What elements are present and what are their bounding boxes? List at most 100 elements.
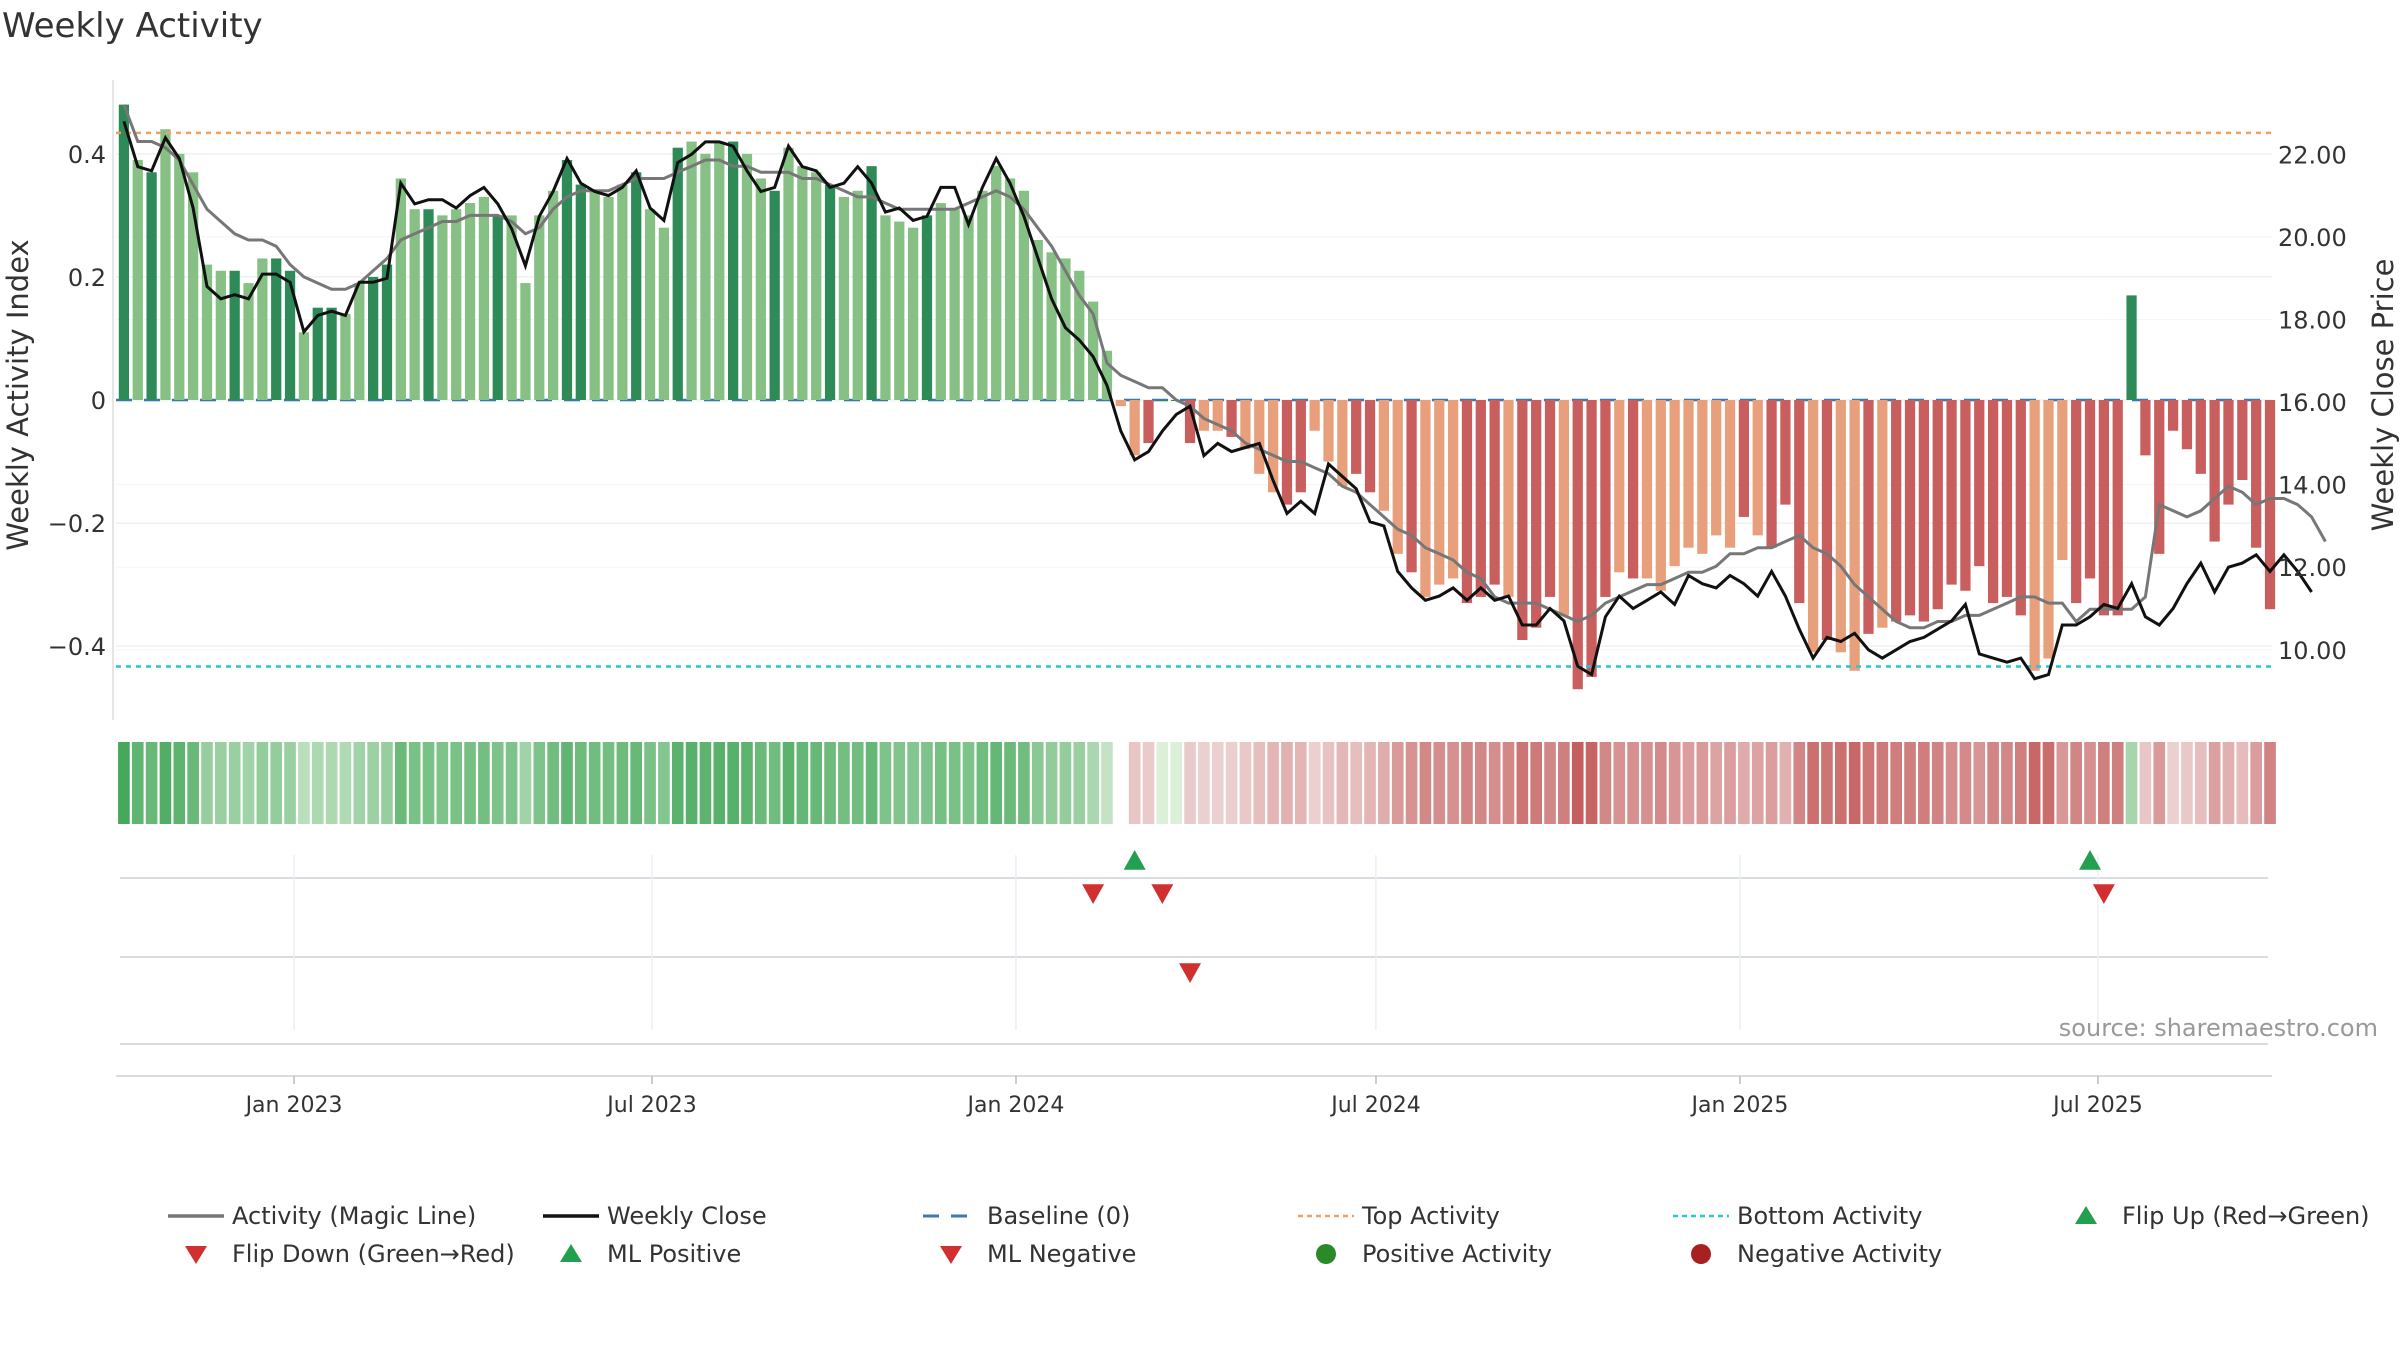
status-cell [575,742,587,824]
status-cell [1198,742,1210,824]
activity-bar [769,190,780,400]
activity-bar [686,141,697,401]
activity-bar [589,190,600,400]
activity-bar [1434,400,1445,585]
activity-bar [977,190,988,400]
activity-bar [658,227,670,400]
activity-bar [1406,400,1417,573]
status-cell [1807,742,1819,824]
status-cell [1945,742,1958,824]
status-cell [1142,742,1155,824]
activity-bar [575,184,586,400]
status-cell [2208,742,2221,824]
status-cell [1239,742,1252,824]
activity-bar [312,307,323,400]
activity-bar [783,147,794,400]
legend-item: Activity (Magic Line) [160,1198,476,1234]
legend-item: Negative Activity [1665,1236,1942,1272]
legend-symbol-dash [923,1214,979,1218]
status-cell [450,742,463,824]
activity-bar [492,215,503,400]
status-cell [1710,742,1723,824]
status-cell [990,742,1003,824]
status-cell [1378,742,1390,824]
activity-bar [1074,270,1085,400]
magic-line-series [122,104,2327,630]
activity-bar [1558,400,1570,616]
activity-bar [824,184,836,400]
y-tick-label: 0 [91,387,106,415]
status-cell [796,742,809,824]
status-cell [1931,742,1944,824]
activity-bar [1600,400,1611,597]
status-cell [464,742,476,824]
legend: Activity (Magic Line) Weekly Close Baselin… [160,1198,2400,1288]
flip-down-marker [1082,884,1105,904]
x-tick-label: Jan 2024 [966,1093,1065,1118]
status-cell [1682,742,1695,824]
status-cell [215,742,227,824]
legend-symbol-circle [1691,1244,1711,1264]
activity-bar [174,153,185,400]
activity-bar [617,184,628,400]
status-cell [408,742,421,824]
status-cell [367,742,379,824]
status-cell [1128,742,1141,824]
legend-item: Positive Activity [1290,1236,1552,1272]
status-cell [1267,742,1279,824]
activity-bar [880,215,891,400]
status-cell [131,742,144,824]
activity-bar [1614,400,1625,573]
activity-bar [2057,400,2068,560]
y2-tick-label: 12.00 [2278,554,2347,582]
legend-symbol-line [168,1214,224,1218]
flip-down-marker [1151,884,1174,904]
status-cell [602,742,615,824]
legend-symbol-circle [1316,1244,1336,1264]
activity-bar [921,215,933,400]
activity-bar [2140,400,2151,456]
status-cell [311,742,324,824]
activity-bar [1807,400,1819,653]
activity-bar [1489,400,1500,585]
activity-bar [395,178,406,400]
status-cell [118,742,130,824]
activity-bar [1877,400,1888,628]
status-cell [478,742,490,824]
legend-item: Top Activity [1290,1198,1500,1234]
marker-rows [116,850,2272,1077]
status-cell [893,742,906,824]
activity-bar [1780,400,1791,505]
activity-bar [1337,400,1348,487]
activity-bar [1766,400,1777,548]
status-cell [1613,742,1626,824]
status-cell [1599,742,1612,824]
status-cell [1322,742,1335,824]
status-cell [1073,742,1086,824]
flip-down-marker [2092,884,2115,904]
status-cell [381,742,393,824]
legend-label: Weekly Close [607,1202,767,1230]
y2-tick-label: 14.00 [2278,472,2347,500]
activity-bar [368,276,379,400]
activity-bar [2167,400,2179,431]
legend-label: Flip Up (Red→Green) [2122,1202,2370,1230]
status-cell [2194,742,2207,824]
activity-bar [2071,400,2082,604]
status-cell [1585,742,1598,824]
activity-bar [1586,400,1597,677]
status-cell [1516,742,1529,824]
activity-bar [354,283,365,400]
status-cell [1502,742,1515,824]
status-cell [1488,742,1501,824]
legend-symbol-line [543,1214,599,1218]
status-cell [1987,742,1999,824]
activity-bar [188,172,199,400]
activity-bar [811,172,822,400]
status-cell [935,742,947,824]
activity-bar [2195,400,2206,474]
activity-bar [160,129,171,400]
status-cell [1821,742,1833,824]
status-cell [865,742,878,824]
